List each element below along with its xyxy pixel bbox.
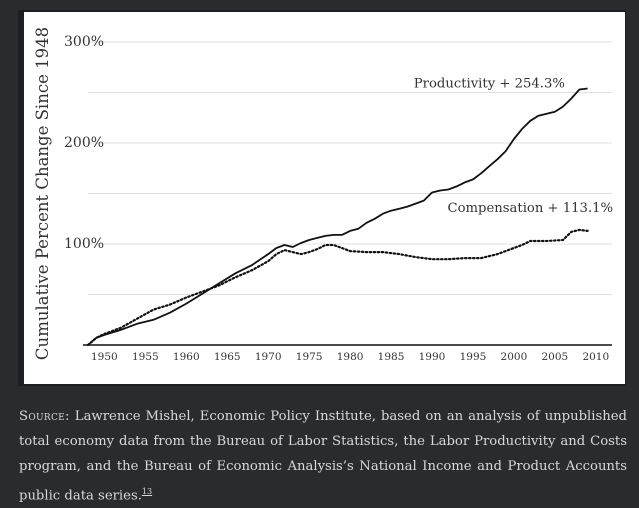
x-tick-label: 1965	[214, 351, 241, 363]
y-tick-label: 100%	[64, 236, 104, 252]
productivity-compensation-chart: 100% 200% 300% 1950 1955 1960 1965 1970 1975 1980…	[33, 27, 613, 363]
x-tick-label: 1970	[255, 351, 282, 363]
footnote-link[interactable]: 13	[141, 487, 153, 496]
source-text: Lawrence Mishel, Economic Policy Institu…	[19, 409, 627, 504]
source-label: Source:	[19, 409, 70, 424]
x-tick-label: 1995	[460, 351, 487, 363]
compensation-line	[86, 228, 589, 347]
chart-figure: 100% 200% 300% 1950 1955 1960 1965 1970 1975 1980…	[18, 10, 626, 386]
x-tick-label: 1985	[378, 351, 405, 363]
productivity-annotation: Productivity + 254.3%	[414, 76, 565, 91]
source-caption: Source: Lawrence Mishel, Economic Policy…	[19, 404, 627, 508]
x-tick-label: 2010	[582, 351, 609, 363]
y-tick-label: 300%	[64, 34, 104, 50]
x-tick-label: 1950	[91, 351, 118, 363]
compensation-annotation: Compensation + 113.1%	[447, 201, 613, 216]
x-tick-label: 2005	[541, 351, 568, 363]
x-tick-label: 1990	[419, 351, 446, 363]
x-tick-label: 1960	[173, 351, 200, 363]
x-tick-label: 1980	[337, 351, 364, 363]
y-tick-label: 200%	[64, 135, 104, 151]
x-tick-label: 2000	[501, 351, 528, 363]
x-tick-label: 1955	[132, 351, 159, 363]
chart-panel: 100% 200% 300% 1950 1955 1960 1965 1970 1975 1980…	[24, 12, 625, 384]
x-tick-label: 1975	[296, 351, 323, 363]
y-axis-label: Cumulative Percent Change Since 1948	[33, 27, 52, 360]
